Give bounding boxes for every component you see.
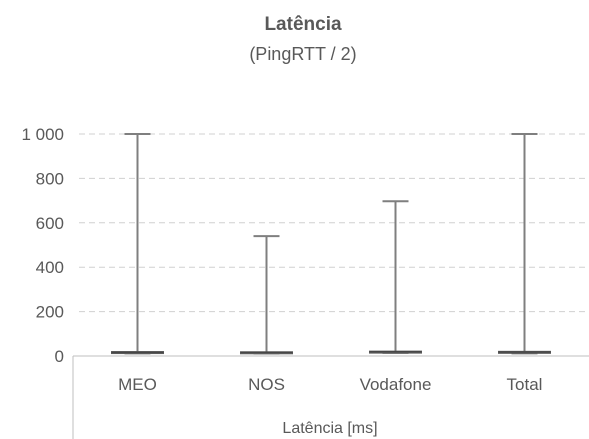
x-category-label: NOS: [248, 375, 285, 394]
chart-subtitle: (PingRTT / 2): [249, 44, 356, 64]
y-tick-label: 400: [36, 258, 64, 277]
x-category-label: Total: [507, 375, 543, 394]
y-tick-label: 200: [36, 303, 64, 322]
grid-lines: [79, 133, 589, 313]
box-plot: [111, 133, 164, 355]
box-plot: [240, 235, 293, 355]
box-plots: [111, 133, 551, 355]
box-plot: [369, 200, 422, 354]
x-axis-title: Latência [ms]: [282, 420, 377, 437]
x-category-label: Vodafone: [360, 375, 432, 394]
y-tick-labels: 0 200 400 600 800 1 000: [21, 125, 64, 366]
x-category-labels: MEO NOS Vodafone Total: [118, 375, 542, 394]
chart-title: Latência: [264, 14, 342, 35]
y-tick-label: 600: [36, 214, 64, 233]
axes: [72, 355, 589, 439]
x-category-label: MEO: [118, 375, 157, 394]
y-tick-label: 0: [55, 347, 64, 366]
box-plot: [498, 133, 551, 355]
y-tick-label: 800: [36, 169, 64, 188]
y-tick-label: 1 000: [21, 125, 64, 144]
